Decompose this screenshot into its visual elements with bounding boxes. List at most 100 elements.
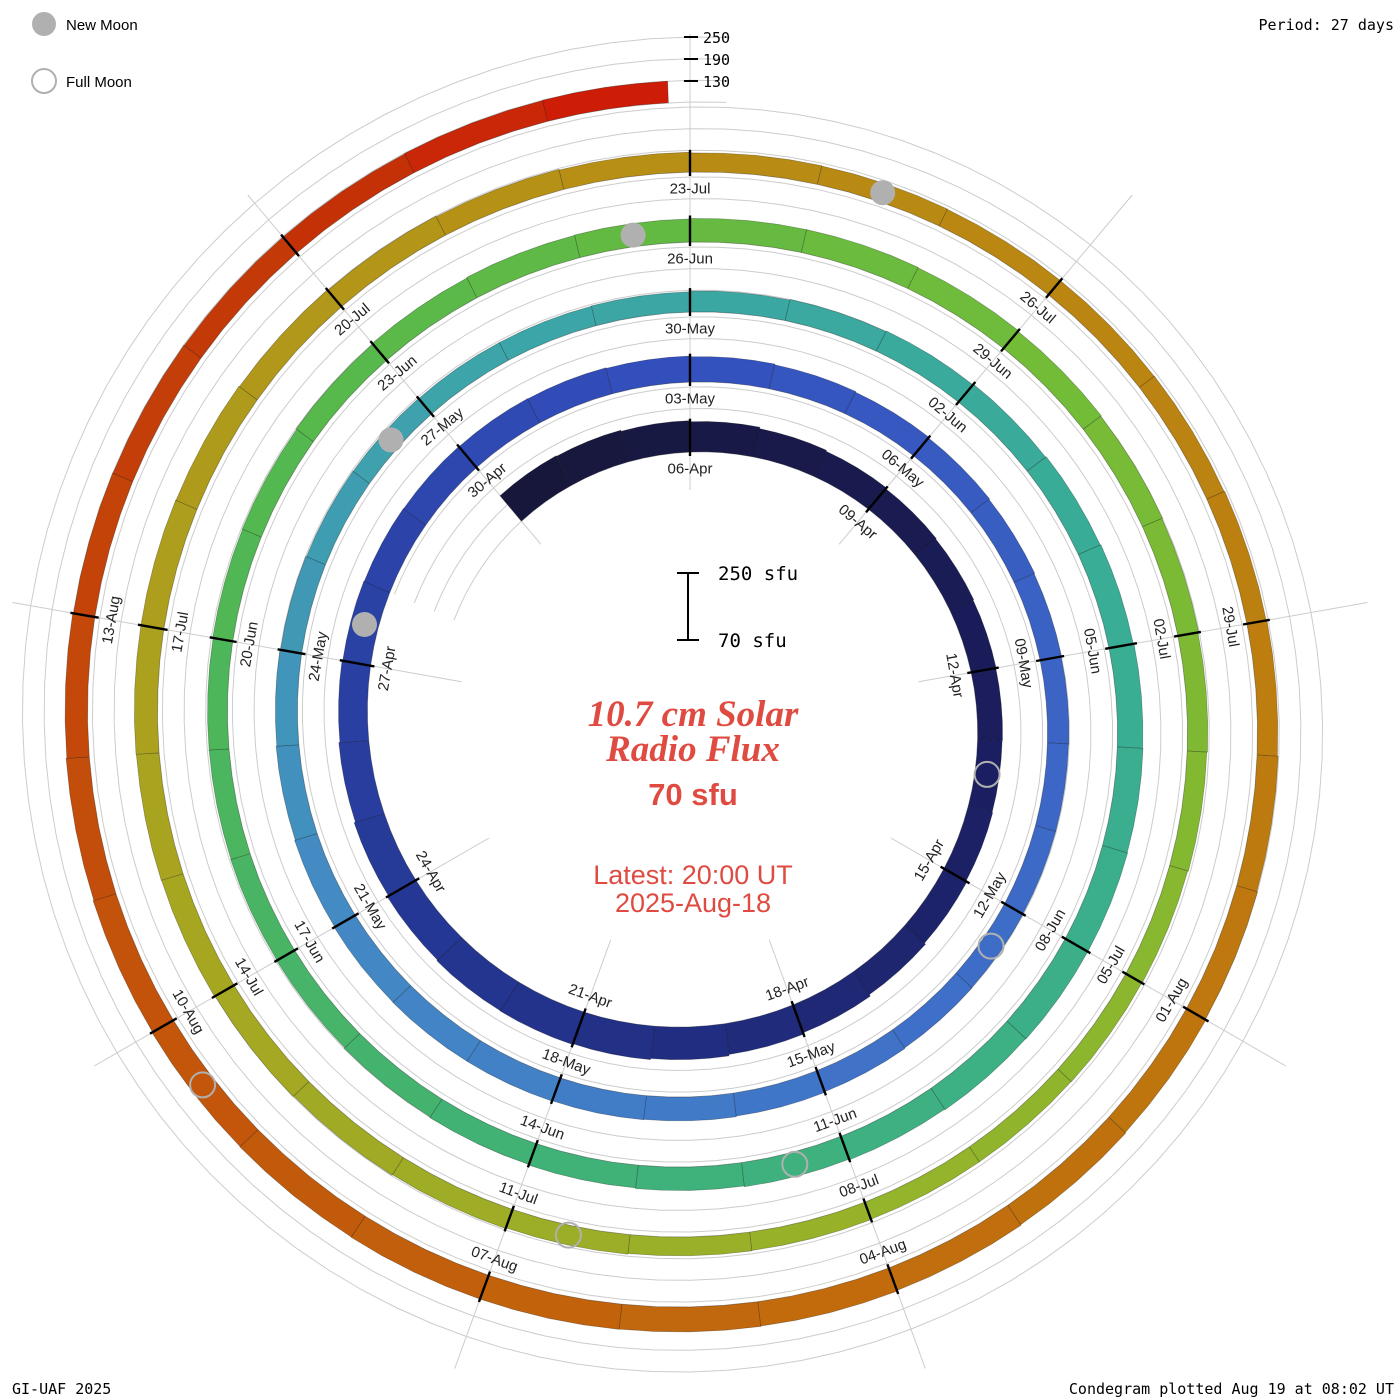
flux-bar: [1139, 375, 1225, 500]
flux-bar: [627, 1231, 753, 1257]
flux-bar: [112, 344, 202, 483]
date-tick: [814, 1066, 828, 1096]
gridline-spoke: [838, 194, 1133, 545]
date-tick: [277, 648, 306, 656]
flux-bar: [1057, 973, 1143, 1083]
date-tick: [1173, 630, 1202, 638]
date-label: 14-Jun: [518, 1112, 567, 1144]
flux-bar: [527, 367, 613, 424]
flux-bar: [958, 383, 1047, 472]
date-tick: [1242, 618, 1271, 626]
new-moon-icon: [32, 12, 56, 36]
moon-markers-layer: [189, 180, 1005, 1249]
flux-bar: [418, 342, 509, 415]
date-tick: [211, 982, 238, 1000]
flux-bar: [92, 893, 174, 1033]
date-tick: [369, 340, 390, 365]
flux-bar: [65, 756, 117, 901]
scale-label-250: 250: [703, 29, 730, 47]
flux-bar: [888, 1204, 1022, 1291]
flux-bar: [914, 538, 975, 611]
date-tick: [1000, 900, 1027, 917]
flux-bar: [436, 937, 520, 1012]
flux-bar: [572, 1011, 655, 1060]
date-tick: [549, 1073, 563, 1105]
flux-bar: [968, 1068, 1072, 1163]
flux-bar: [391, 1157, 513, 1230]
date-tick: [886, 1263, 900, 1295]
date-tick: [1000, 328, 1021, 353]
new-moon-marker: [870, 180, 896, 206]
date-label: 03-May: [665, 391, 716, 408]
date-tick: [1182, 1005, 1210, 1023]
flux-bars-layer: [64, 80, 1279, 1333]
credit-label: GI-UAF 2025: [12, 1380, 111, 1398]
chart-title-line1: 10.7 cm Solar: [588, 694, 799, 735]
flux-bar: [930, 1020, 1027, 1111]
new-moon-marker: [378, 427, 404, 453]
flux-bar: [913, 437, 991, 514]
flux-bar: [551, 1077, 647, 1121]
flux-bar: [140, 499, 198, 630]
date-tick: [209, 636, 237, 644]
flux-bar: [343, 1033, 443, 1118]
date-tick: [790, 1000, 806, 1038]
date-tick: [955, 381, 977, 406]
date-ticks-layer: [70, 149, 1271, 1303]
flux-bar: [875, 330, 974, 403]
flux-bar: [404, 100, 549, 174]
flux-bar: [528, 1143, 639, 1189]
flux-bar: [458, 398, 541, 468]
full-moon-marker: [554, 1221, 582, 1249]
latest-time-label: Latest: 20:00 UT: [593, 860, 793, 890]
flux-bar: [868, 488, 937, 556]
date-tick: [503, 1205, 516, 1232]
new-moon-legend-label: New Moon: [66, 17, 138, 34]
flux-bar: [1206, 490, 1267, 625]
flux-bar: [151, 1019, 259, 1147]
flux-bar: [479, 1274, 623, 1330]
flux-bar: [689, 290, 791, 321]
flux-bar: [1048, 280, 1155, 388]
flux-bar: [635, 1162, 745, 1191]
flux-bar: [214, 984, 310, 1097]
flux-bar: [353, 813, 417, 897]
flux-bar: [338, 660, 371, 743]
date-tick: [415, 395, 435, 418]
baseline-unit-label: 70 sfu: [648, 777, 738, 812]
flux-bar: [282, 153, 415, 254]
date-tick: [1061, 935, 1091, 955]
date-tick: [137, 623, 168, 632]
flux-bar: [350, 1215, 490, 1300]
flux-bar: [800, 229, 919, 289]
flux-bar: [757, 1267, 898, 1327]
plotted-timestamp-label: Condegram plotted Aug 19 at 08:02 UT: [1069, 1380, 1394, 1398]
flux-bar: [429, 1098, 537, 1165]
date-tick: [865, 485, 889, 514]
date-tick: [385, 877, 420, 899]
flux-bar: [938, 208, 1061, 296]
flux-bar: [293, 1081, 404, 1176]
flux-bar: [295, 343, 387, 443]
flux-bar: [724, 1004, 805, 1055]
flux-bar: [970, 667, 1003, 741]
full-moon-marker: [189, 1071, 217, 1099]
date-tick: [70, 611, 99, 619]
date-tick: [967, 666, 999, 675]
flux-bar: [904, 868, 968, 944]
flux-bar: [230, 853, 295, 961]
flux-bar: [175, 385, 258, 510]
date-tick: [331, 912, 360, 930]
flux-bar: [650, 1023, 730, 1060]
flux-bar: [64, 612, 96, 759]
flux-bar: [1246, 619, 1279, 757]
flux-bar: [275, 744, 318, 841]
date-tick: [456, 443, 480, 472]
flux-bar: [752, 428, 827, 477]
flux-bar: [499, 981, 585, 1045]
flux-bar: [1082, 415, 1163, 528]
date-tick: [838, 1132, 852, 1163]
gridline-spiral: [21, 36, 1324, 1373]
flux-bar: [392, 985, 481, 1062]
